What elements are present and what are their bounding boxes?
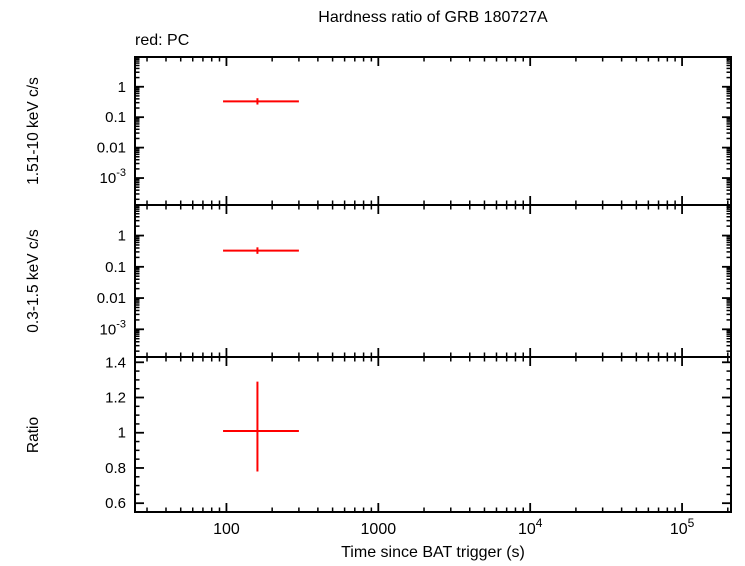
panel-frame (134, 56, 732, 206)
y-tick-label: 0.01 (97, 140, 126, 157)
x-tick-label: 1000 (361, 521, 397, 538)
mode-legend: red: PC (135, 32, 189, 49)
y-tick-label: 0.6 (105, 495, 126, 512)
x-axis-label: Time since BAT trigger (s) (341, 544, 525, 561)
y-tick-label: 1.4 (105, 354, 126, 371)
panel3-y-axis-label: Ratio (25, 417, 42, 453)
x-tick-label: 104 (518, 516, 543, 538)
y-tick-label: 10-3 (100, 167, 126, 187)
y-tick-label: 1.2 (105, 390, 126, 407)
y-tick-label: 1 (118, 79, 126, 96)
y-tick-label: 0.8 (105, 460, 126, 477)
panel1-y-axis-label: 1.51-10 keV c/s (25, 77, 42, 185)
panel2-y-axis-label: 0.3-1.5 keV c/s (25, 229, 42, 333)
y-tick-label: 10-3 (100, 318, 126, 338)
y-tick-label: 1 (118, 228, 126, 245)
y-tick-label: 0.01 (97, 290, 126, 307)
panel-frame (134, 356, 732, 513)
y-tick-label: 0.1 (105, 109, 126, 126)
x-tick-label: 105 (670, 516, 695, 538)
y-tick-label: 0.1 (105, 259, 126, 276)
panel-frame (134, 204, 732, 358)
y-tick-label: 1 (118, 425, 126, 442)
x-tick-label: 100 (213, 521, 240, 538)
chart-title: Hardness ratio of GRB 180727A (318, 9, 548, 26)
